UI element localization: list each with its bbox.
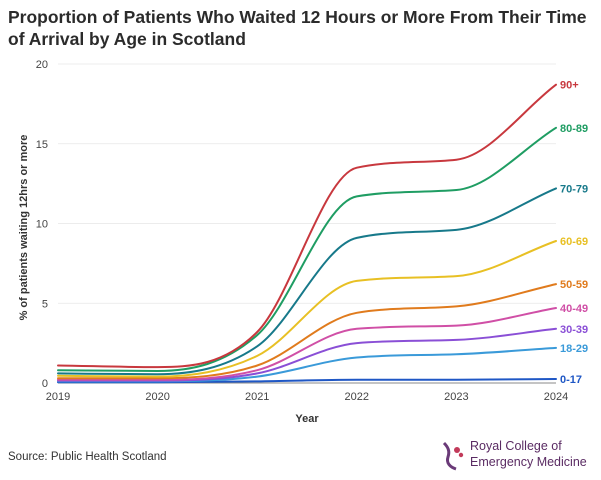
rcem-brand: Royal College of Emergency Medicine (440, 438, 600, 474)
y-tick-label: 15 (36, 139, 48, 151)
x-axis-label: Year (295, 413, 319, 425)
y-tick-label: 5 (42, 298, 48, 310)
brand-line-2: Emergency Medicine (470, 455, 587, 469)
x-axis-ticks: 2019 2020 2021 2022 2023 2024 (46, 391, 568, 403)
series-label-0-17: 0-17 (560, 374, 582, 386)
x-tick-label: 2019 (46, 391, 70, 403)
series-label-50-59: 50-59 (560, 279, 588, 291)
series-label-40-49: 40-49 (560, 303, 588, 315)
x-tick-label: 2022 (345, 391, 369, 403)
series-line-70-79 (57, 187, 557, 376)
chart-title: Proportion of Patients Who Waited 12 Hou… (8, 7, 587, 49)
series-label-18-29: 18-29 (560, 343, 588, 355)
series-label-60-69: 60-69 (560, 236, 588, 248)
series-label-70-79: 70-79 (560, 183, 588, 195)
series-lines (57, 83, 557, 384)
series-line-50-59 (57, 283, 557, 380)
series-label-90+: 90+ (560, 80, 579, 92)
x-tick-label: 2023 (444, 391, 468, 403)
y-tick-label: 20 (36, 59, 48, 71)
series-labels: 0-17 18-29 30-39 40-49 50-59 60-69 70-79 80-89 9… (560, 80, 588, 386)
brand-line-1: Royal College of (470, 439, 562, 453)
y-tick-label: 10 (36, 219, 48, 231)
y-axis-label: % of patients waiting 12hrs or more (18, 135, 30, 321)
x-tick-label: 2020 (145, 391, 169, 403)
x-tick-label: 2024 (544, 391, 568, 403)
series-line-90+ (57, 83, 557, 369)
series-line-60-69 (57, 240, 557, 378)
x-tick-label: 2021 (245, 391, 269, 403)
y-axis-ticks: 0 5 10 15 20 (36, 59, 48, 390)
source-note: Source: Public Health Scotland (8, 451, 167, 463)
series-label-80-89: 80-89 (560, 123, 588, 135)
series-line-80-89 (57, 126, 557, 373)
series-label-30-39: 30-39 (560, 324, 588, 336)
y-tick-label: 0 (42, 378, 48, 390)
series-line-40-49 (57, 307, 557, 381)
rcem-logo-icon (442, 441, 464, 471)
